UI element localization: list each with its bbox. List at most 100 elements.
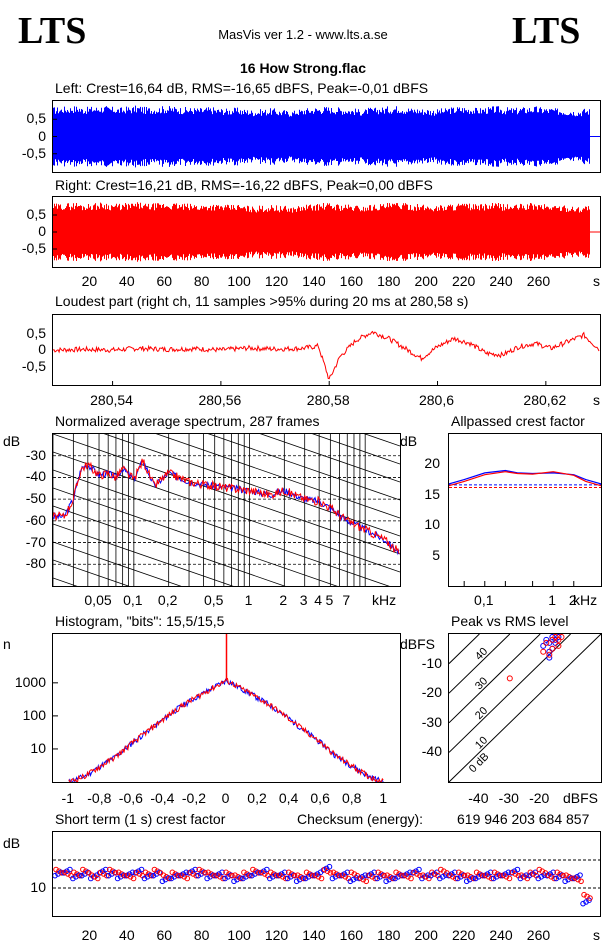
spectrum-x-tick: 0,5 [203, 592, 224, 608]
short-term-right-point [166, 875, 173, 882]
histogram-y-label: n [3, 636, 11, 652]
spectrum-slope-line [53, 523, 234, 586]
peak-rms-right-point [549, 645, 556, 652]
short-term-right-point [205, 869, 211, 876]
histogram-y-tick: 100 [22, 706, 46, 723]
short-term-left-point [267, 875, 273, 882]
short-term-left-point [216, 871, 222, 877]
histogram-x-tick: -1 [61, 790, 74, 806]
short_term_crest-x-tick: 180 [377, 927, 401, 943]
short-term-right-point [220, 875, 226, 882]
short-term-right-point [438, 866, 444, 873]
loudest-x-tick: 280,6 [418, 392, 455, 408]
histogram-x-tick: 1 [379, 790, 388, 806]
short-term-left-point [105, 872, 112, 879]
short-term-left-point [347, 878, 354, 885]
peak-rms-left-point [543, 636, 550, 643]
short-term-right-point [169, 869, 176, 876]
spectrum-title: Normalized average spectrum, 287 frames [55, 413, 320, 429]
short-term-left-point [535, 875, 542, 882]
short-term-left-point [138, 866, 145, 873]
short-term-right-point [309, 872, 316, 879]
short-term-right-point [190, 871, 197, 877]
left-waveform-plot [52, 100, 601, 173]
short_term_crest-x-tick: 200 [414, 927, 438, 943]
short-term-left-point [407, 869, 413, 876]
short-term-right-point [71, 869, 77, 876]
logo-left: LTS [18, 10, 87, 52]
short-term-right-point [369, 874, 376, 880]
peak-rms-crest-line [449, 634, 511, 694]
short-term-left-point [329, 875, 336, 882]
short-term-right-point [491, 869, 498, 876]
short-term-left-point [437, 875, 443, 882]
short-term-right-point [184, 875, 191, 882]
right-x-tick: 180 [377, 273, 401, 289]
peak-rms-y-tick: -30 [421, 713, 442, 730]
spectrum-x-tick: 2 [279, 592, 288, 608]
left-channel-title: Left: Crest=16,64 dB, RMS=-16,65 dBFS, P… [55, 80, 429, 96]
short-term-left-point [102, 866, 109, 873]
peak-rms-x-label: dBFS [563, 790, 599, 806]
short-term-right-point [300, 875, 307, 882]
short-term-left-point [383, 878, 389, 885]
short-term-right-point [217, 874, 223, 880]
loudest-x-tick: 280,56 [198, 392, 242, 408]
short-term-left-point [183, 869, 190, 876]
short-term-left-point [371, 869, 378, 876]
short-term-left-point [70, 875, 76, 882]
short-term-left-point [129, 869, 136, 876]
spectrum-x-tick: 0,2 [157, 592, 178, 608]
short-term-right-point [551, 875, 558, 882]
short-term-left-point [425, 872, 431, 878]
short-term-right-point [196, 866, 202, 873]
spectrum-right-trace [53, 458, 400, 554]
short-term-right-point [175, 872, 182, 879]
short-term-right-point [121, 872, 128, 879]
short-term-right-point [563, 872, 569, 878]
short-term-left-point [192, 866, 199, 873]
loudest-x-tick: 280,54 [90, 392, 133, 408]
left-y-tick: 0,5 [26, 110, 46, 127]
short-term-left-point [67, 866, 73, 873]
spectrum-x-tick: 7 [342, 592, 351, 608]
short-term-left-point [463, 878, 470, 885]
short-term-left-point [472, 875, 479, 882]
short-term-right-point [315, 874, 322, 880]
short-term-right-point [330, 869, 337, 876]
short-term-left-point [514, 866, 521, 873]
histogram-title: Histogram, "bits": 15,5/15,5 [55, 613, 225, 629]
peak-rms-right-point [549, 636, 556, 643]
short-term-right-point [202, 870, 208, 876]
right-y-tick: 0 [38, 223, 46, 239]
peak-rms-x-tick: -40 [468, 790, 489, 806]
spectrum-x-tick: 1 [244, 592, 253, 608]
spectrum-y-tick: -80 [25, 555, 46, 572]
short-term-left-point [502, 871, 509, 877]
right-x-tick: 120 [264, 273, 289, 289]
histogram-x-tick: 0,8 [341, 790, 362, 806]
short-term-right-point [512, 871, 519, 877]
short-term-right-point [390, 875, 396, 882]
spectrum-y-tick: -40 [25, 468, 46, 485]
peak-rms-right-point [543, 639, 550, 646]
short-term-right-point [94, 875, 101, 882]
checksum-value: 619 946 203 684 857 [457, 811, 590, 827]
short-term-y-label: dB [3, 835, 21, 851]
peak-rms-left-point [546, 639, 553, 646]
short-term-left-point [314, 871, 321, 877]
short-term-left-point [168, 875, 175, 882]
loudest-trace [53, 330, 600, 380]
short-term-right-point [452, 875, 459, 882]
right-y-tick: -0,5 [21, 240, 46, 256]
spectrum-slope-line [53, 505, 286, 586]
short-term-left-point [180, 871, 187, 877]
short-term-right-point [324, 868, 331, 875]
short-term-left-point [99, 868, 106, 875]
short_term_crest-x-tick: 100 [227, 927, 251, 943]
short_term_crest-x-tick: 260 [526, 927, 551, 943]
file-title: 16 How Strong.flac [239, 60, 367, 76]
allpass-right-line [449, 471, 601, 487]
peak-rms-left-point [546, 654, 553, 661]
short-term-left-point [135, 868, 142, 875]
